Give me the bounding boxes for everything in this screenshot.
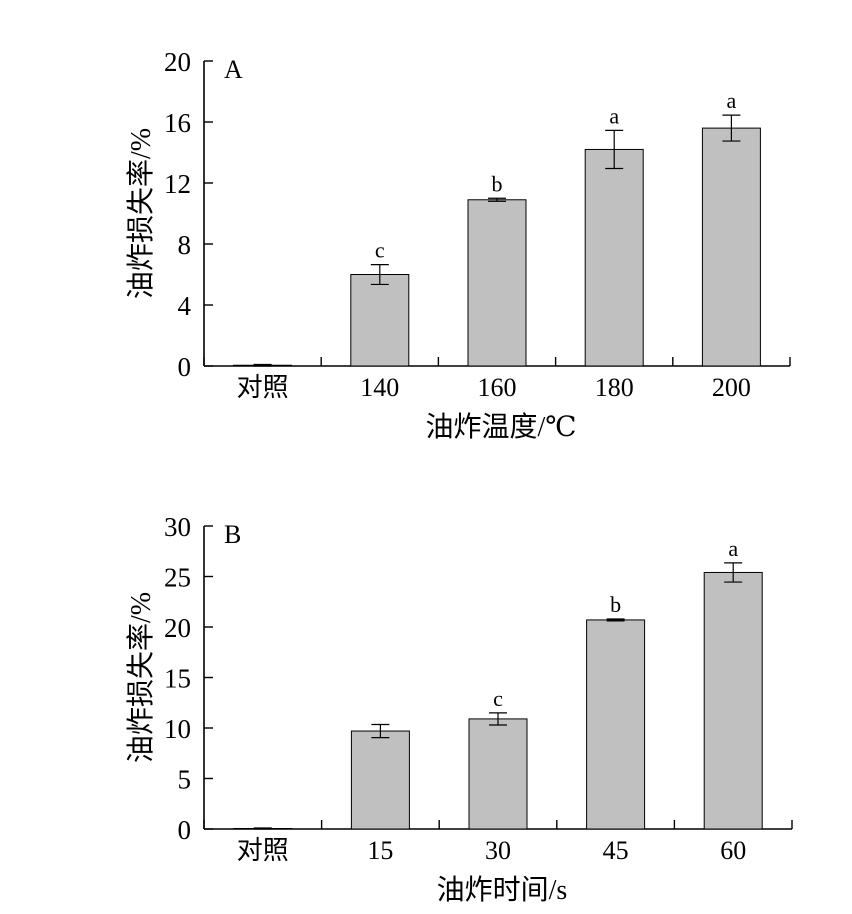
x-tick-label: 30 [485,836,511,865]
significance-label: a [728,536,738,561]
significance-label: a [727,88,737,113]
y-tick-label: 16 [164,108,191,138]
y-tick-label: 25 [164,563,191,593]
x-tick-label: 200 [712,373,751,402]
x-tick-label: 15 [367,836,393,865]
significance-label: b [610,592,621,617]
y-tick-label: 4 [178,291,192,321]
x-axis-title: 油炸时间/s [437,874,568,906]
bar [586,619,646,830]
bar [468,718,528,830]
x-tick-label: 180 [595,373,634,402]
y-tick-label: 8 [178,230,192,260]
x-tick-label: 160 [478,373,517,402]
panel-label: B [224,520,241,549]
y-tick-label: 0 [178,352,192,382]
significance-label: b [492,171,503,196]
x-tick-label: 45 [603,836,629,865]
significance-label: c [493,686,503,711]
y-axis-title: 油炸损失率/% [125,592,157,763]
panel-label: A [224,55,243,84]
x-tick-label: 140 [360,373,399,402]
y-tick-label: 30 [164,512,191,542]
y-tick-label: 10 [164,714,191,744]
chart-panel-b: 0 5 10 15 20 25 30 对照 15 c 30 b 45 a 60 B 油炸时间/s 油炸损失率/% [125,512,793,906]
x-tick-label: 对照 [237,836,289,865]
bar [467,199,527,367]
significance-label: a [609,103,619,128]
bar [703,571,763,830]
significance-label: c [375,238,385,263]
x-axis-title: 油炸温度/℃ [425,411,576,443]
y-axis-title: 油炸损失率/% [125,128,157,299]
bar [701,127,761,367]
x-tick-label: 60 [720,836,746,865]
y-tick-label: 20 [164,613,191,643]
y-tick-label: 20 [164,47,191,77]
bar [584,148,644,367]
x-tick-label: 对照 [237,373,289,402]
y-tick-label: 15 [164,664,191,694]
y-tick-label: 0 [178,815,192,845]
bar [350,274,410,367]
y-tick-label: 5 [178,765,192,795]
bar [350,730,410,830]
y-tick-label: 12 [164,169,191,199]
chart-panel-a: 0 4 8 12 16 20 对照 c 140 b 160 a 180 a 200 A 油炸温度/℃ 油炸损失率/… [125,47,791,443]
